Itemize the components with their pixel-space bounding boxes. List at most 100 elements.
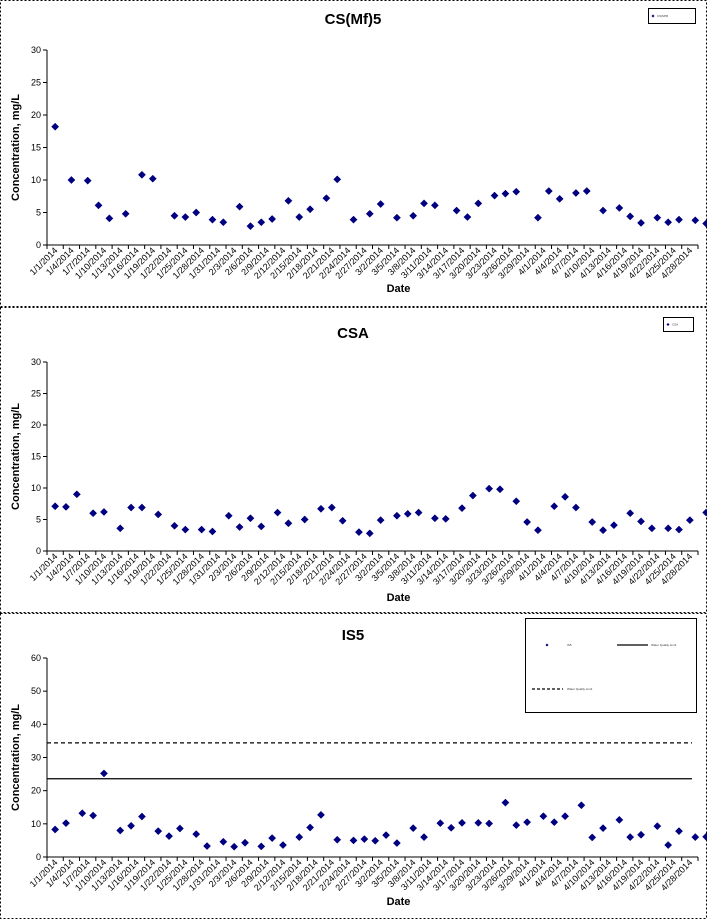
data-point [192, 830, 201, 839]
data-point [615, 815, 624, 824]
data-point [702, 508, 707, 517]
data-point [127, 821, 136, 830]
data-point [116, 826, 125, 835]
y-tick-label: 20 [31, 786, 41, 796]
data-point [181, 525, 190, 534]
data-point [257, 842, 266, 851]
data-point [653, 213, 662, 222]
data-point [392, 511, 401, 520]
data-point [306, 205, 315, 214]
y-tick-label: 60 [31, 653, 41, 663]
legend-label: CS(Mf)5 [657, 14, 668, 18]
data-point [588, 518, 597, 526]
data-point [83, 176, 92, 185]
data-point [165, 832, 174, 841]
data-point [702, 219, 707, 228]
data-point [317, 504, 325, 513]
data-point [441, 514, 450, 523]
data-point [653, 822, 662, 831]
data-point [219, 837, 228, 846]
chart-title: IS5 [342, 627, 365, 644]
chart-panel-csmf5: CS(Mf)5 0 5 10 15 20 25 30 1/1/2014 1/4/2014 1/7/2… [0, 0, 707, 307]
data-point [626, 212, 635, 221]
y-tick-label: 10 [31, 483, 41, 493]
legend-marker [545, 643, 549, 647]
data-point [175, 824, 184, 833]
data-point [588, 833, 597, 842]
chart-title: CS(Mf)5 [325, 11, 382, 28]
legend-marker [651, 14, 655, 18]
data-point [94, 201, 103, 210]
data-point [72, 490, 81, 499]
data-point [116, 524, 125, 533]
data-point [409, 824, 418, 833]
data-point [62, 819, 70, 828]
data-point [51, 502, 60, 511]
data-point [235, 202, 244, 211]
data-point [121, 209, 130, 218]
data-point [599, 206, 608, 215]
data-point [577, 801, 586, 810]
data-point [501, 798, 510, 807]
data-point [485, 484, 494, 493]
data-point [626, 509, 635, 518]
data-point [685, 516, 694, 525]
data-point [420, 199, 428, 208]
data-point [675, 525, 683, 534]
x-axis-title: Date [387, 592, 411, 604]
data-point [675, 827, 683, 836]
data-point [148, 174, 157, 183]
data-point [392, 839, 401, 848]
data-point [257, 522, 266, 531]
data-point [452, 206, 461, 215]
y-tick-label: 25 [31, 389, 41, 399]
data-point [181, 213, 190, 222]
data-point [268, 215, 277, 223]
data-point [333, 835, 342, 844]
data-point [127, 503, 136, 512]
data-point [512, 497, 521, 506]
data-point [89, 811, 98, 820]
data-point [376, 516, 385, 525]
data-point [235, 523, 244, 532]
y-tick-label: 5 [36, 208, 41, 218]
data-point [349, 215, 358, 224]
y-tick-label: 40 [31, 719, 41, 729]
data-point [534, 526, 542, 535]
data-point [322, 194, 331, 203]
data-point [550, 502, 559, 511]
data-point [534, 213, 542, 222]
data-point [105, 214, 114, 223]
data-point [609, 521, 618, 530]
data-point [268, 834, 277, 843]
data-point [474, 818, 483, 827]
data-point [197, 525, 206, 534]
data-point [409, 211, 418, 220]
data-point [100, 769, 108, 778]
data-point [571, 503, 580, 512]
legend-box [648, 8, 696, 24]
data-point [360, 835, 369, 844]
data-point [137, 503, 146, 512]
data-point [474, 199, 483, 208]
data-point [403, 509, 412, 518]
data-point [675, 215, 683, 224]
y-tick-label: 15 [31, 143, 41, 153]
data-point [420, 833, 428, 842]
data-point [203, 842, 211, 851]
data-point [284, 196, 293, 205]
data-point [637, 517, 645, 526]
data-point [599, 526, 608, 535]
data-point [555, 194, 564, 203]
legend-marker [666, 323, 670, 326]
data-point [637, 218, 645, 227]
data-point [317, 810, 325, 819]
data-point [544, 187, 553, 196]
data-point [100, 507, 108, 516]
data-point [550, 818, 559, 827]
legend-box [663, 317, 694, 332]
chart-title: CSA [337, 325, 369, 342]
data-point [376, 200, 385, 209]
data-point [371, 836, 380, 845]
data-point [365, 529, 374, 538]
